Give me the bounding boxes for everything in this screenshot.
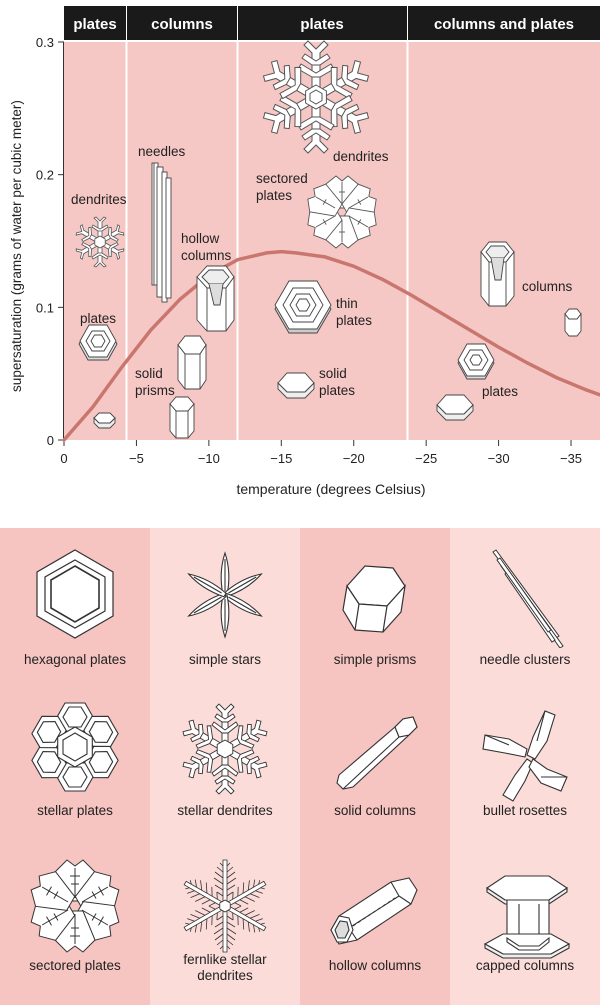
y-tick-label: 0.3 (36, 35, 54, 50)
type-solid-columns: solid columns (300, 687, 450, 846)
stellar-plate-icon (27, 702, 123, 792)
band-label: plates (300, 16, 343, 33)
type-label-line: dendrites (197, 968, 253, 983)
supersaturation-curve (62, 249, 600, 442)
type-label: capped columns (475, 958, 575, 973)
type-bullet-rosettes: bullet rosettes (450, 687, 600, 846)
small-column-icon (564, 308, 582, 337)
annotation-dendrites: dendrites (71, 192, 127, 207)
y-tick-label: 0.1 (36, 300, 54, 315)
solid-plate-right-icon (436, 394, 474, 421)
tiny-prism-icon (93, 412, 116, 429)
plate-small-icon (78, 324, 118, 361)
type-simple-stars: simple stars (150, 528, 300, 687)
type-label: bullet rosettes (482, 803, 568, 818)
needle-cluster-icon (492, 549, 564, 648)
annotation-solid: solid (135, 366, 163, 381)
annotation-columns-right: columns (522, 279, 573, 294)
band-columns-and-plates (408, 42, 600, 440)
type-stellar-dendrites: stellar dendrites (150, 687, 300, 846)
type-label: stellar plates (37, 803, 113, 818)
hollow-column-right-icon (480, 241, 515, 307)
type-fernlike-stellar-dendrites: fernlike stellar dendrites (150, 846, 300, 1005)
band-label: plates (73, 16, 116, 33)
x-ticks: 0 −5 −10 −15 −20 −25 −30 −35 (60, 440, 582, 466)
y-tick-label: 0.2 (36, 168, 54, 183)
x-tick-label: −20 (343, 451, 365, 466)
dendrite-small-icon (73, 216, 127, 268)
dendrite-large-icon (258, 40, 374, 154)
band-plates-2 (238, 42, 407, 440)
annotation-plates: plates (80, 311, 116, 326)
type-needle-clusters: needle clusters (450, 528, 600, 687)
annotation-columns: columns (181, 248, 232, 263)
band-label: columns (151, 16, 213, 33)
x-tick-label: −25 (415, 451, 437, 466)
x-tick-label: −30 (488, 451, 510, 466)
x-tick-label: −10 (198, 451, 220, 466)
type-label: hexagonal plates (23, 652, 127, 667)
annotation-dendrites-top: dendrites (333, 149, 389, 164)
hollow-column-type-icon (330, 877, 418, 945)
type-label: sectored plates (29, 958, 121, 973)
type-capped-columns: capped columns (450, 846, 600, 1005)
annotation-needles: needles (138, 144, 186, 159)
fernlike-dendrite-icon (179, 859, 271, 953)
annotation-prisms: prisms (135, 383, 175, 398)
type-label: stellar dendrites (177, 803, 273, 818)
type-label: simple prisms (333, 652, 417, 667)
annotation-sectored: sectored (256, 171, 308, 186)
capped-column-icon (483, 875, 571, 959)
annotation-thin: thin (336, 296, 358, 311)
annotation-solid-plates-1: solid (319, 366, 347, 381)
bullet-rosette-icon (482, 710, 568, 802)
band-label: columns and plates (434, 16, 574, 33)
annotation-sectored-plates: plates (256, 188, 292, 203)
thin-plate-icon (274, 280, 332, 334)
x-axis-label: temperature (degrees Celsius) (236, 481, 425, 497)
stellar-dendrite-icon (179, 703, 271, 795)
simple-star-icon (186, 551, 264, 638)
solid-column-icon (336, 716, 418, 790)
type-label: fernlike stellar dendrites (150, 952, 300, 984)
type-stellar-plates: stellar plates (0, 687, 150, 846)
type-label-line: fernlike stellar (183, 952, 267, 967)
crystal-types-grid: hexagonal plates simple stars simple pri (0, 528, 600, 1005)
sectored-plate-icon (302, 175, 382, 249)
type-sectored-plates: sectored plates (0, 846, 150, 1005)
growth-chart: plates columns plates columns and plates… (9, 6, 600, 497)
band-headers: plates columns plates columns and plates (64, 6, 600, 40)
x-tick-label: −5 (129, 451, 144, 466)
annotation-hollow: hollow (181, 231, 220, 246)
sectored-plate-type-icon (25, 859, 125, 953)
type-simple-prisms: simple prisms (300, 528, 450, 687)
hollow-column-icon (196, 265, 235, 332)
solid-prism-small-icon (169, 396, 195, 439)
x-tick-label: 0 (60, 451, 67, 466)
annotation-solid-plates-2: plates (319, 383, 355, 398)
annotation-plates-right: plates (482, 384, 518, 399)
solid-prism-icon (177, 335, 207, 390)
solid-plate-icon (277, 372, 315, 399)
annotation-thin-plates: plates (336, 313, 372, 328)
type-label: simple stars (188, 652, 261, 667)
hexagonal-plate-icon (36, 549, 114, 639)
y-ticks: 0 0.1 0.2 0.3 (36, 35, 64, 448)
y-axis-label: supersaturation (grams of water per cubi… (9, 100, 24, 392)
type-label: needle clusters (479, 652, 571, 667)
type-label: solid columns (334, 803, 416, 818)
x-tick-label: −35 (560, 451, 582, 466)
simple-prism-icon (342, 565, 406, 633)
needles-icon (151, 162, 172, 303)
type-label: hollow columns (328, 958, 422, 973)
plate-right-icon (457, 343, 495, 380)
x-tick-label: −15 (270, 451, 292, 466)
type-hexagonal-plates: hexagonal plates (0, 528, 150, 687)
y-tick-label: 0 (47, 433, 54, 448)
type-hollow-columns: hollow columns (300, 846, 450, 1005)
